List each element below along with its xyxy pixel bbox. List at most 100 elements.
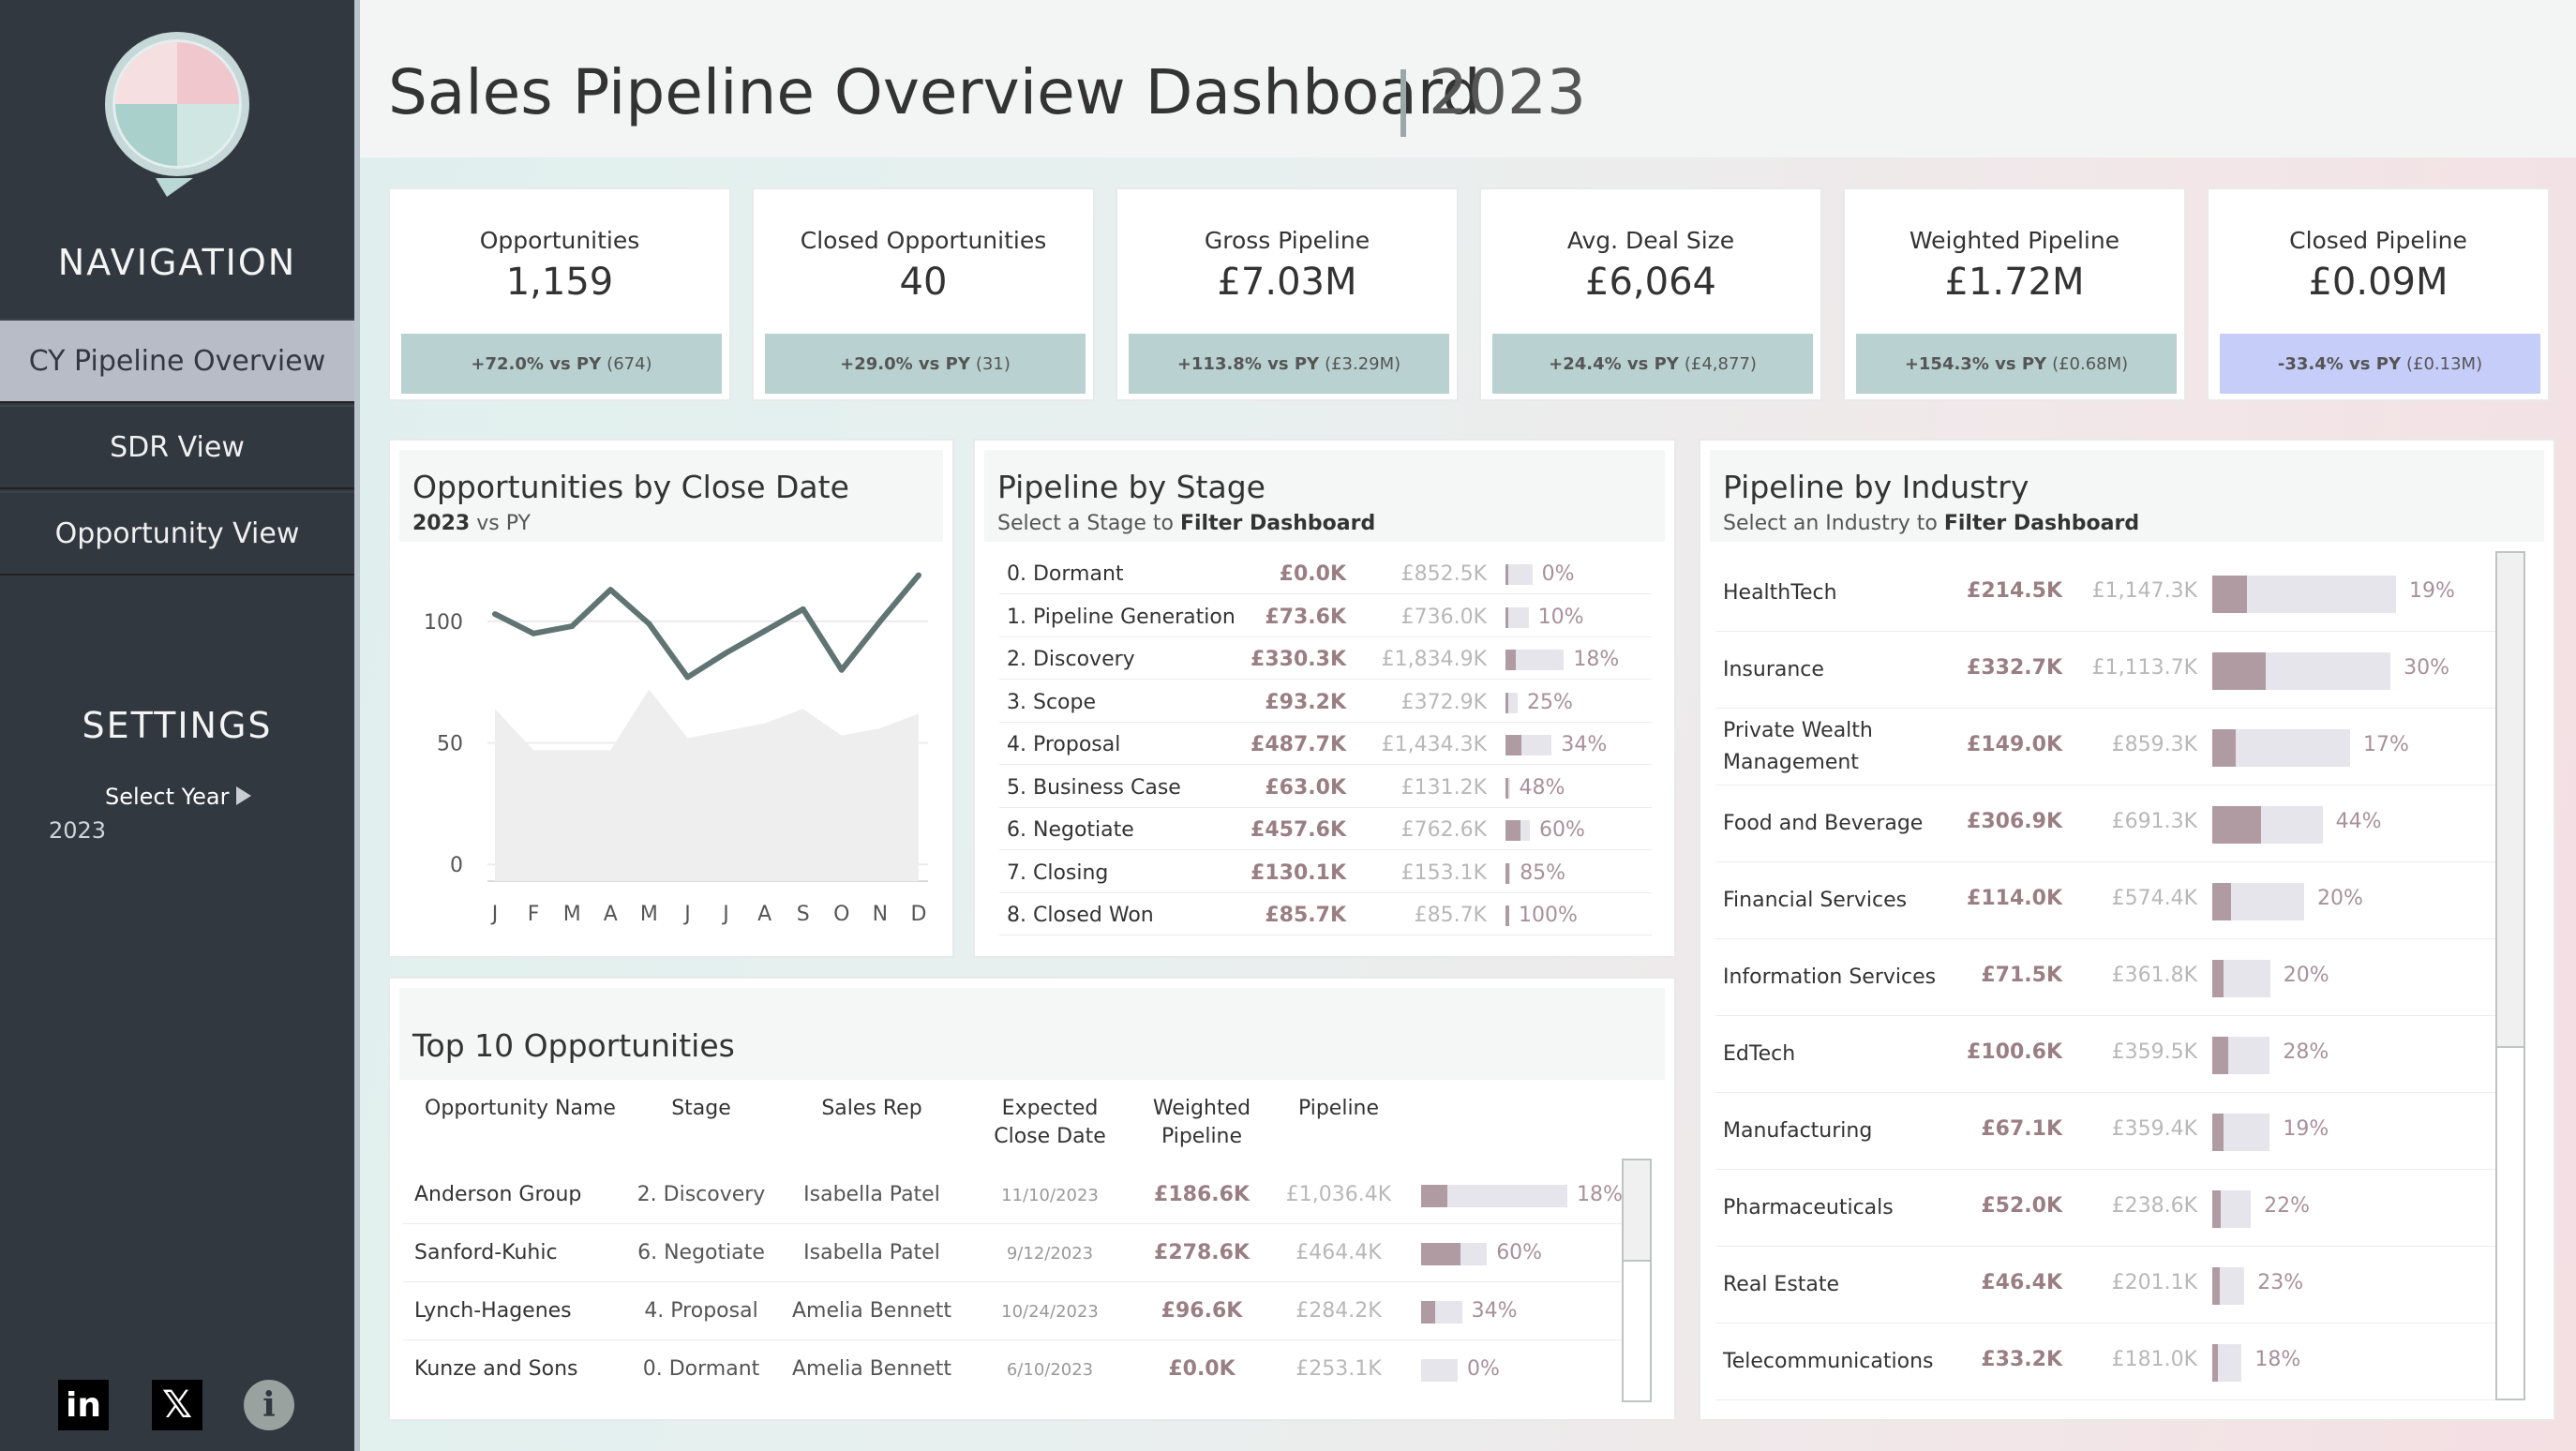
kpi-value: £1.72M <box>1944 261 2085 304</box>
industry-bar[interactable] <box>2212 1190 2252 1228</box>
pipeline-bar[interactable] <box>1421 1301 1462 1324</box>
stage-percent: 0% <box>1541 562 1575 586</box>
industry-bar[interactable] <box>2212 806 2323 844</box>
stage-name: 1. Pipeline Generation <box>1007 605 1236 629</box>
opportunities-by-close-date-panel: Opportunities by Close Date 2023 vs PY 0… <box>388 439 954 958</box>
stage-bar[interactable] <box>1505 650 1565 670</box>
kpi-card[interactable]: Gross Pipeline £7.03M +113.8% vs PY (£3.29M… <box>1116 187 1459 401</box>
stage-bar[interactable] <box>1505 905 1509 926</box>
pipeline-value: £253.1K <box>1295 1357 1382 1381</box>
industry-row[interactable]: Private Wealth Management £149.0K £859.3K 1… <box>1715 709 2499 785</box>
play-triangle-icon[interactable] <box>236 786 252 805</box>
stage-row[interactable]: 5. Business Case £63.0K £131.2K 48% <box>999 767 1652 808</box>
pipeline-bar[interactable] <box>1421 1243 1488 1265</box>
stage-row[interactable]: 8. Closed Won £85.7K £85.7K 100% <box>999 894 1652 935</box>
x-tick-label: F <box>528 903 540 926</box>
stage-cy-value: £63.0K <box>1265 775 1346 800</box>
table-row[interactable]: Lynch-Hagenes 4. Proposal Amelia Bennett 10… <box>403 1282 1650 1340</box>
industry-percent: 22% <box>2264 1194 2311 1218</box>
sidebar: NAVIGATION CY Pipeline Overview SDR View… <box>0 0 354 1451</box>
scrollbar-thumb[interactable] <box>1624 1160 1650 1262</box>
industry-row[interactable]: Insurance £332.7K £1,113.7K 30% <box>1715 632 2499 709</box>
linkedin-icon[interactable]: in <box>58 1380 109 1430</box>
industry-bar[interactable] <box>2212 1114 2270 1151</box>
industry-bar[interactable] <box>2212 1037 2270 1074</box>
column-header[interactable]: Pipeline <box>1297 1097 1380 1120</box>
table-row[interactable]: Sanford-Kuhic 6. Negotiate Isabella Patel 9… <box>403 1224 1650 1282</box>
industry-bar-fill <box>2212 652 2267 690</box>
industry-bar[interactable] <box>2212 576 2396 613</box>
stage-bar[interactable] <box>1505 692 1518 713</box>
stage-cy-value: £130.1K <box>1251 860 1346 885</box>
industry-row[interactable]: Pharmaceuticals £52.0K £238.6K 22% <box>1715 1170 2499 1247</box>
industry-bar[interactable] <box>2212 883 2304 920</box>
scrollbar-thumb[interactable] <box>2497 553 2524 1048</box>
kpi-value: 1,159 <box>505 261 614 304</box>
stage-bar[interactable] <box>1505 564 1533 585</box>
industry-row[interactable]: HealthTech £214.5K £1,147.3K 19% <box>1715 555 2499 632</box>
pipeline-bar[interactable] <box>1421 1359 1458 1382</box>
year-value[interactable]: 2023 <box>49 817 107 844</box>
industry-scrollbar[interactable] <box>2495 551 2525 1400</box>
settings-heading: SETTINGS <box>82 705 273 746</box>
top-10-scrollbar[interactable] <box>1622 1159 1652 1402</box>
opportunity-name: Kunze and Sons <box>414 1357 578 1381</box>
industry-row[interactable]: Food and Beverage £306.9K £691.3K 44% <box>1715 785 2499 862</box>
stage-cy-value: £330.3K <box>1251 648 1346 671</box>
panel-subtitle: Select a Stage to Filter Dashboard <box>997 512 1375 535</box>
table-row[interactable]: Anderson Group 2. Discovery Isabella Patel… <box>403 1166 1650 1224</box>
column-header[interactable]: Opportunity Name <box>425 1097 616 1120</box>
stage-py-value: £762.6K <box>1400 818 1487 842</box>
industry-row[interactable]: Financial Services £114.0K £574.4K 20% <box>1715 862 2499 939</box>
stage-row[interactable]: 3. Scope £93.2K £372.9K 25% <box>999 681 1652 723</box>
column-header[interactable]: Expected Close Date <box>994 1097 1106 1148</box>
stage-bar[interactable] <box>1505 862 1511 884</box>
nav-item-cy-pipeline-overview[interactable]: CY Pipeline Overview <box>0 319 354 403</box>
industry-bar[interactable] <box>2212 652 2391 690</box>
kpi-card[interactable]: Closed Opportunities 40 +29.0% vs PY (31) <box>752 187 1095 401</box>
kpi-card[interactable]: Closed Pipeline £0.09M -33.4% vs PY (£0.13M… <box>2207 187 2550 401</box>
logo <box>105 32 249 176</box>
stage-name: 4. Proposal <box>1007 733 1121 756</box>
industry-bar[interactable] <box>2212 960 2270 997</box>
opportunity-stage: 6. Negotiate <box>637 1241 765 1264</box>
select-year-control[interactable]: Select Year <box>105 784 252 810</box>
nav-item-sdr-view[interactable]: SDR View <box>0 405 354 489</box>
stage-bar[interactable] <box>1505 777 1510 799</box>
stage-bar[interactable] <box>1505 606 1529 628</box>
subtitle-bold: Filter Dashboard <box>1179 512 1376 535</box>
stage-row[interactable]: 1. Pipeline Generation £73.6K £736.0K 10% <box>999 596 1652 637</box>
sales-rep: Isabella Patel <box>803 1183 940 1206</box>
industry-row[interactable]: Manufacturing £67.1K £359.4K 19% <box>1715 1093 2499 1170</box>
kpi-card[interactable]: Weighted Pipeline £1.72M +154.3% vs PY (£0.… <box>1843 187 2186 401</box>
kpi-card[interactable]: Opportunities 1,159 +72.0% vs PY (674) <box>388 187 731 401</box>
info-icon[interactable]: i <box>244 1380 294 1430</box>
column-header[interactable]: Sales Rep <box>821 1097 922 1120</box>
stage-row[interactable]: 2. Discovery £330.3K £1,834.9K 18% <box>999 638 1652 680</box>
industry-row[interactable]: Real Estate £46.4K £201.1K 23% <box>1715 1247 2499 1324</box>
pipeline-bar[interactable] <box>1421 1185 1567 1207</box>
industry-cy-value: £67.1K <box>1981 1117 2062 1141</box>
nav-item-opportunity-view[interactable]: Opportunity View <box>0 491 354 576</box>
stage-cy-value: £85.7K <box>1265 904 1346 927</box>
stage-bar[interactable] <box>1505 735 1552 755</box>
kpi-card[interactable]: Avg. Deal Size £6,064 +24.4% vs PY (£4,877) <box>1479 187 1822 401</box>
industry-bar[interactable] <box>2212 1267 2245 1305</box>
x-icon[interactable]: 𝕏 <box>152 1380 202 1430</box>
stage-bar[interactable] <box>1505 820 1530 841</box>
stage-row[interactable]: 4. Proposal £487.7K £1,434.3K 34% <box>999 724 1652 765</box>
industry-row[interactable]: Telecommunications £33.2K £181.0K 18% <box>1715 1324 2499 1400</box>
industry-bar[interactable] <box>2212 729 2350 767</box>
industry-row[interactable]: EdTech £100.6K £359.5K 28% <box>1715 1016 2499 1093</box>
stage-row[interactable]: 7. Closing £130.1K £153.1K 85% <box>999 852 1652 893</box>
column-header[interactable]: Weighted Pipeline <box>1152 1097 1251 1148</box>
panel-subtitle: Select an Industry to Filter Dashboard <box>1723 512 2139 535</box>
stage-row[interactable]: 6. Negotiate £457.6K £762.6K 60% <box>999 809 1652 850</box>
column-header[interactable]: Stage <box>671 1097 731 1120</box>
industry-row[interactable]: Information Services £71.5K £361.8K 20% <box>1715 939 2499 1016</box>
stage-row[interactable]: 0. Dormant £0.0K £852.5K 0% <box>999 553 1652 594</box>
table-row[interactable]: Kunze and Sons 0. Dormant Amelia Bennett 6/… <box>403 1340 1650 1384</box>
industry-bar[interactable] <box>2212 1344 2242 1382</box>
panel-title: Opportunities by Close Date <box>412 469 849 505</box>
